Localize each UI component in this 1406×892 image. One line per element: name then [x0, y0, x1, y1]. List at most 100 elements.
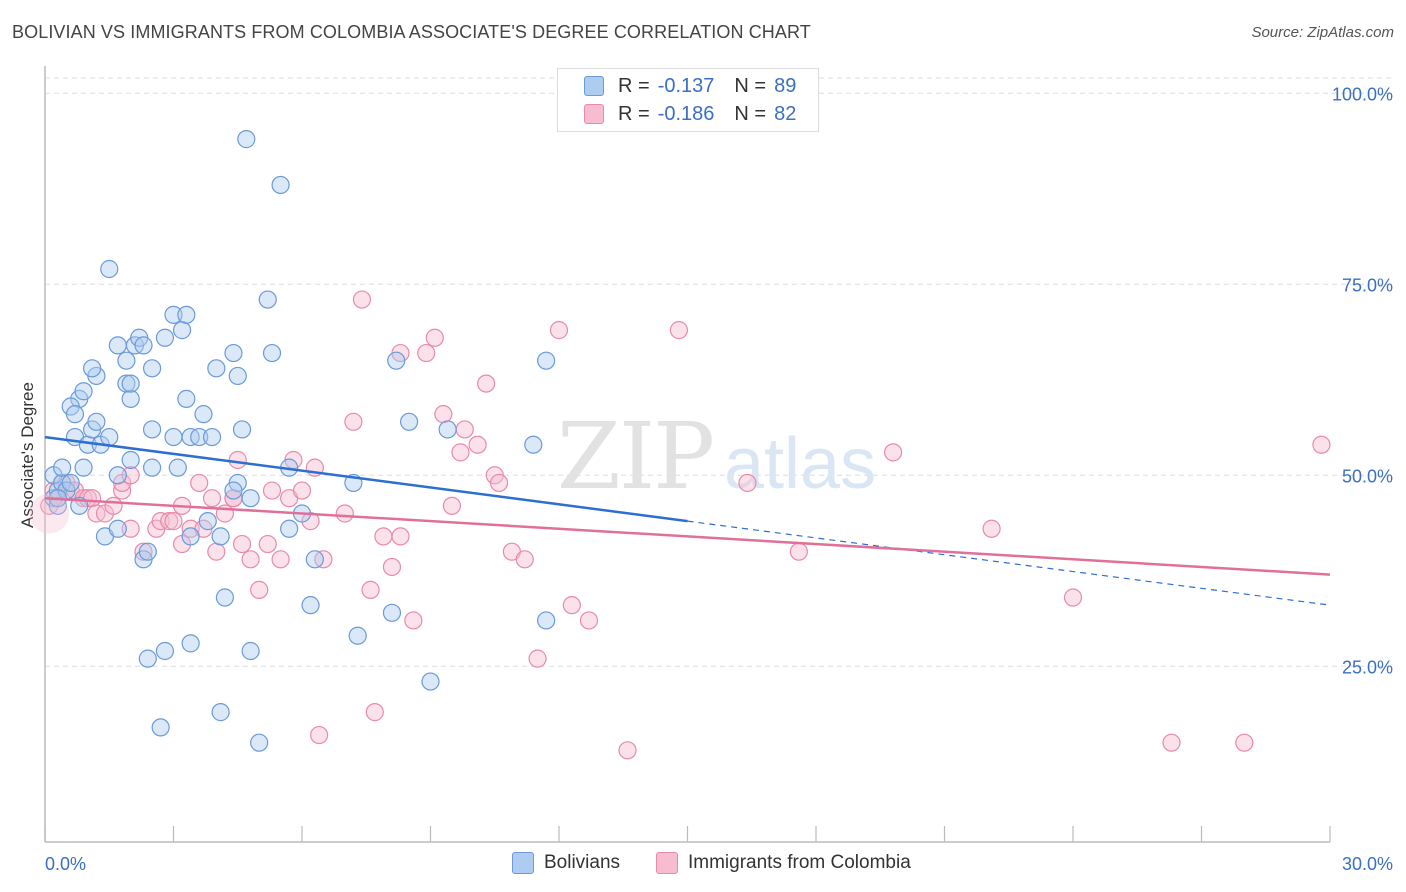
- colombia-point: [271, 550, 290, 569]
- source-label: Source: ZipAtlas.com: [1251, 24, 1394, 41]
- bolivian-point: [421, 672, 440, 691]
- colombia-point: [883, 443, 903, 462]
- bolivian-point: [142, 458, 162, 477]
- colombia-point: [160, 512, 179, 531]
- n-value: 89: [774, 74, 797, 97]
- bolivian-point: [181, 527, 200, 546]
- colombia-point: [352, 290, 372, 309]
- colombia-point: [982, 519, 1001, 538]
- stats-legend-row-bolivians: R = -0.137 N = 89: [584, 73, 796, 99]
- bolivian-point: [74, 458, 93, 477]
- colombia-point: [134, 542, 153, 561]
- colombia-point: [374, 527, 393, 546]
- bolivian-point: [198, 512, 217, 531]
- n-label: N =: [734, 102, 767, 125]
- y-tick-label: 50.0%: [1342, 466, 1393, 486]
- bolivian-point: [301, 596, 320, 615]
- bolivian-point: [202, 427, 222, 447]
- r-value: -0.137: [657, 74, 715, 97]
- bolivian-point: [142, 359, 162, 378]
- bolivian-point: [438, 420, 457, 439]
- colombia-cluster-point: [29, 493, 70, 534]
- bolivian-point: [537, 611, 556, 630]
- colombia-point: [258, 534, 277, 554]
- bolivian-point: [74, 382, 93, 401]
- bolivian-point: [177, 305, 196, 324]
- bolivian-point: [271, 175, 290, 195]
- y-tick-label: 25.0%: [1342, 657, 1393, 677]
- colombia-point: [310, 725, 329, 745]
- bolivian-point: [280, 519, 299, 538]
- colombia-point: [1235, 733, 1254, 752]
- r-value: -0.186: [657, 102, 715, 125]
- colombia-point: [477, 374, 496, 393]
- bolivian-point: [241, 641, 260, 661]
- bolivian-point: [228, 366, 247, 386]
- bolivian-point: [258, 290, 277, 309]
- bolivian-point: [100, 259, 119, 279]
- bolivian-point: [138, 649, 157, 668]
- bolivian-point: [232, 420, 252, 439]
- bolivian-point: [121, 450, 140, 470]
- colombia-point: [489, 473, 509, 493]
- bolivian-point: [108, 519, 127, 538]
- bolivian-point: [108, 466, 127, 485]
- colombia-point: [669, 321, 689, 340]
- bolivians-trend-extension: [687, 520, 1331, 606]
- stats-legend-row-colombia: R = -0.186 N = 82: [584, 101, 796, 127]
- bolivian-point: [190, 427, 209, 447]
- bolivian-point: [100, 427, 119, 447]
- r-label: R =: [618, 102, 650, 125]
- bolivians-swatch: [512, 852, 534, 874]
- bolivian-point: [151, 718, 170, 737]
- colombia-point: [404, 611, 423, 630]
- bolivians-swatch: [584, 76, 604, 96]
- colombia-point: [425, 328, 444, 347]
- colombia-point: [202, 489, 222, 508]
- colombia-point: [579, 611, 599, 630]
- bolivian-point: [387, 351, 406, 370]
- colombia-point: [241, 550, 260, 569]
- y-axis-label: Associate's Degree: [18, 382, 37, 528]
- bolivian-point: [164, 305, 183, 324]
- n-value: 82: [774, 102, 797, 125]
- colombia-point: [207, 542, 226, 561]
- bolivian-point: [177, 389, 196, 408]
- y-tick-label: 100.0%: [1332, 84, 1393, 104]
- bolivian-point: [117, 351, 136, 370]
- colombia-point: [104, 496, 123, 515]
- x-tick-label: 0.0%: [45, 854, 86, 874]
- colombia-point: [451, 443, 470, 462]
- colombia-point: [1063, 588, 1083, 607]
- legend-label-bolivians: Bolivians: [544, 852, 621, 873]
- colombia-swatch: [656, 852, 678, 874]
- bolivian-point: [241, 489, 260, 508]
- bolivian-point: [215, 588, 234, 607]
- colombia-point: [515, 550, 534, 569]
- colombia-point: [121, 519, 140, 538]
- watermark-atlas: atlas: [724, 424, 876, 504]
- bolivian-point: [108, 336, 127, 355]
- bolivian-point: [121, 374, 140, 393]
- colombia-trend-line: [44, 496, 1331, 576]
- bolivian-point: [382, 603, 402, 622]
- chart-title: BOLIVIAN VS IMMIGRANTS FROM COLOMBIA ASS…: [12, 22, 811, 42]
- x-tick-label: 30.0%: [1342, 854, 1393, 874]
- bolivian-point: [207, 359, 226, 378]
- legend-item-colombia[interactable]: Immigrants from Colombia: [656, 852, 911, 874]
- bolivian-point: [168, 458, 187, 477]
- colombia-point: [455, 420, 474, 439]
- bolivian-point: [348, 626, 367, 645]
- colombia-point: [549, 321, 569, 340]
- bolivian-point: [224, 343, 243, 363]
- legend-item-bolivians[interactable]: Bolivians: [512, 852, 620, 874]
- colombia-point: [562, 596, 581, 615]
- bolivian-point: [262, 343, 282, 363]
- bolivian-point: [164, 427, 183, 447]
- bolivian-point: [138, 542, 157, 561]
- r-label: R =: [618, 74, 650, 97]
- bolivian-point: [172, 321, 192, 340]
- bolivian-point: [537, 351, 556, 370]
- bolivian-point: [399, 412, 419, 431]
